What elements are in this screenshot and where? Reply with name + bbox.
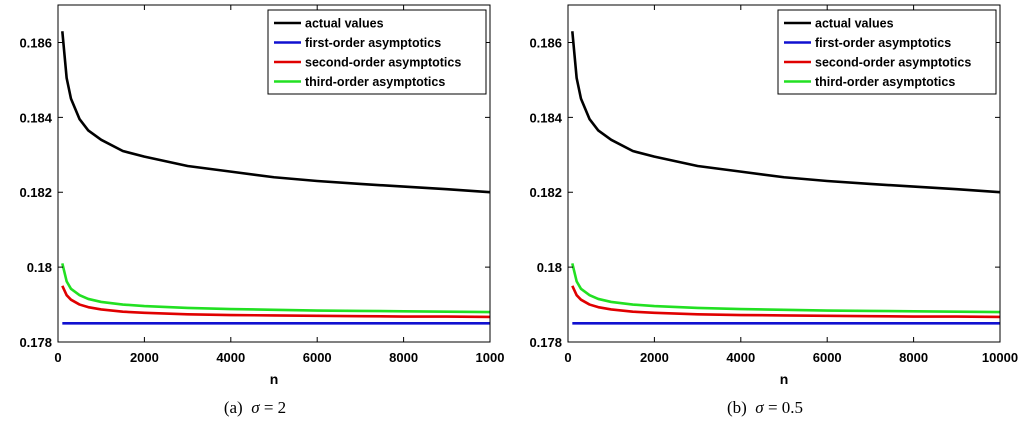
chart-a-xtick-label: 1000 xyxy=(476,350,505,365)
caption-b-label: (b) xyxy=(726,398,747,417)
chart-a-legend: actual values first-order asymptotics seco… xyxy=(267,9,487,95)
chart-a-legend-label-first-order-asymptotics: first-order asymptotics xyxy=(305,36,441,50)
chart-a-xlabel: n xyxy=(270,371,279,387)
chart-a-legend-label-actual-values: actual values xyxy=(305,17,384,31)
chart-b-series-third-order-asymptotics xyxy=(571,263,1001,314)
chart-b-xtick-label: 2000 xyxy=(640,350,669,365)
caption-a: (a) σ = 2 xyxy=(0,398,510,418)
chart-a-xtick-label: 6000 xyxy=(303,350,332,365)
chart-b-ytick-label: 0.186 xyxy=(529,35,562,50)
chart-b-xtick-label: 4000 xyxy=(726,350,755,365)
chart-a-ytick-label: 0.182 xyxy=(19,185,52,200)
chart-b-xtick-label: 8000 xyxy=(899,350,928,365)
chart-a-ytick-label: 0.178 xyxy=(19,335,52,350)
chart-b: 0 2000 4000 6000 8000 10000 0.178 0.18 0.182 0.18… xyxy=(529,4,1018,387)
subfigure-a: 0 2000 4000 6000 8000 1000 0.178 0.18 0.182 0.184… xyxy=(0,0,510,432)
chart-b-ytick-label: 0.184 xyxy=(529,110,562,125)
chart-b-ytick-label: 0.182 xyxy=(529,185,562,200)
chart-b-legend-label-third-order-asymptotics: third-order asymptotics xyxy=(815,75,955,89)
chart-a-ytick-label: 0.186 xyxy=(19,35,52,50)
chart-b-xtick-label: 10000 xyxy=(982,350,1018,365)
chart-a-series-third-order-asymptotics xyxy=(61,263,491,314)
chart-a-ytick-label: 0.184 xyxy=(19,110,52,125)
caption-b-equals: = 0.5 xyxy=(767,398,804,417)
chart-a-xtick-label: 8000 xyxy=(389,350,418,365)
chart-a-series-second-order-asymptotics xyxy=(61,285,491,319)
chart-b-series-second-order-asymptotics xyxy=(571,285,1001,319)
chart-a-legend-box xyxy=(267,9,487,95)
chart-b-legend: actual values first-order asymptotics seco… xyxy=(777,9,997,95)
chart-b-axes-box xyxy=(567,4,1001,343)
chart-b-legend-box xyxy=(777,9,997,95)
chart-a-xtick-label: 0 xyxy=(54,350,61,365)
chart-a-legend-label-third-order-asymptotics: third-order asymptotics xyxy=(305,75,445,89)
caption-a-label: (a) xyxy=(223,398,243,417)
chart-a-xtick-label: 4000 xyxy=(216,350,245,365)
chart-a-legend-label-second-order-asymptotics: second-order asymptotics xyxy=(305,56,461,70)
caption-b: (b) σ = 0.5 xyxy=(510,398,1020,418)
chart-b-xtick-label: 0 xyxy=(564,350,571,365)
caption-a-equals: = 2 xyxy=(263,398,287,417)
caption-b-symbol: σ xyxy=(755,398,764,417)
chart-b-legend-label-actual-values: actual values xyxy=(815,17,894,31)
subfigure-b: 0 2000 4000 6000 8000 10000 0.178 0.18 0.182 0.18… xyxy=(510,0,1020,432)
chart-a-axes-box xyxy=(57,4,491,343)
chart-b-ytick-label: 0.178 xyxy=(529,335,562,350)
chart-a: 0 2000 4000 6000 8000 1000 0.178 0.18 0.182 0.184… xyxy=(19,4,505,387)
chart-a-series-actual-values xyxy=(61,31,491,194)
chart-b-legend-label-second-order-asymptotics: second-order asymptotics xyxy=(815,56,971,70)
chart-a-xtick-label: 2000 xyxy=(130,350,159,365)
chart-b-xtick-label: 6000 xyxy=(813,350,842,365)
chart-b-xlabel: n xyxy=(780,371,789,387)
chart-a-ytick-label: 0.18 xyxy=(27,260,52,275)
chart-b-ytick-label: 0.18 xyxy=(537,260,562,275)
caption-a-symbol: σ xyxy=(251,398,260,417)
chart-b-legend-label-first-order-asymptotics: first-order asymptotics xyxy=(815,36,951,50)
chart-b-series-actual-values xyxy=(571,31,1001,194)
